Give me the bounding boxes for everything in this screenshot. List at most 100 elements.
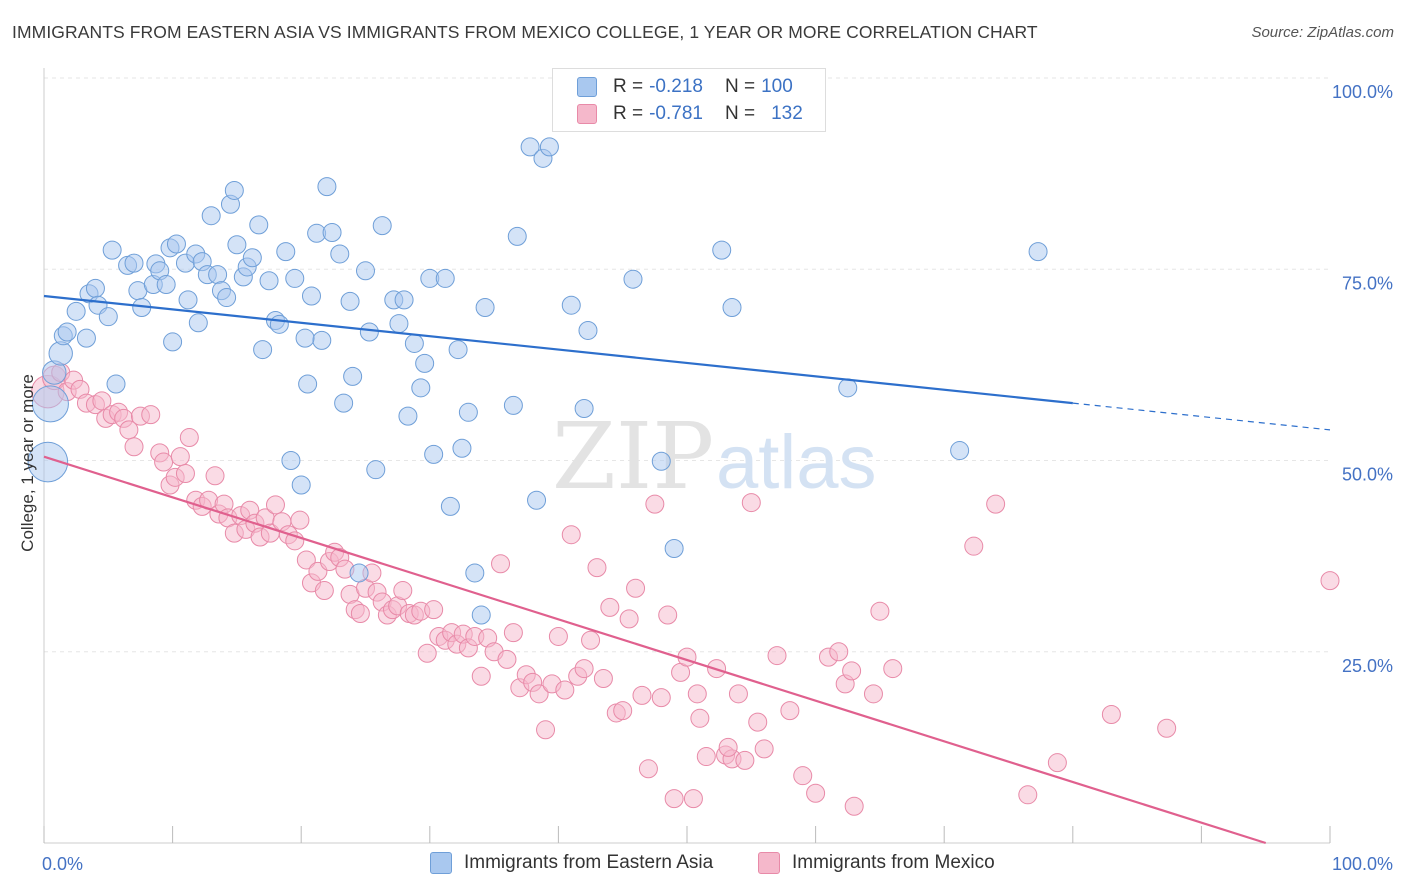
eastern-asia-point — [507, 226, 527, 246]
mexico-point — [529, 684, 549, 704]
mexico-point — [870, 601, 890, 621]
eastern-asia-point — [398, 406, 418, 426]
eastern-asia-point — [163, 332, 183, 352]
mexico-point — [555, 680, 575, 700]
eastern-asia-point — [76, 328, 96, 348]
eastern-asia-point — [448, 340, 468, 360]
eastern-asia-point — [411, 378, 431, 398]
trend-line-mexico — [43, 455, 1267, 845]
legend-item-eastern-asia[interactable]: Immigrants from Eastern Asia — [430, 852, 713, 874]
mexico-point — [842, 661, 862, 681]
eastern-asia-point — [1028, 242, 1048, 262]
watermark: ZIP atlas — [552, 403, 877, 510]
eastern-asia-point — [27, 441, 69, 483]
mexico-point — [767, 646, 787, 666]
eastern-asia-point — [201, 206, 221, 226]
eastern-asia-point — [623, 269, 643, 289]
eastern-asia-point — [322, 223, 342, 243]
eastern-asia-point — [424, 444, 444, 464]
eastern-asia-point — [98, 307, 118, 327]
mexico-point — [806, 783, 826, 803]
mexico-point — [645, 494, 665, 514]
eastern-asia-point — [259, 271, 279, 291]
mexico-point — [829, 642, 849, 662]
legend-label: Immigrants from Eastern Asia — [464, 852, 714, 873]
mexico-point — [754, 739, 774, 759]
mexico-point — [424, 600, 444, 620]
eastern-asia-point — [102, 240, 122, 260]
stats-row-mexico: R = -0.781 N = 132 — [577, 101, 803, 127]
eastern-asia-point — [349, 563, 369, 583]
eastern-asia-point — [458, 402, 478, 422]
eastern-asia-point — [253, 340, 273, 360]
y-tick-label: 75.0% — [1342, 273, 1393, 293]
eastern-asia-point — [85, 278, 105, 298]
eastern-asia-point — [520, 137, 540, 157]
legend-item-mexico[interactable]: Immigrants from Mexico — [758, 852, 995, 874]
eastern-asia-point — [578, 320, 598, 340]
r-label: R = — [613, 76, 644, 97]
series-mexico-points — [31, 363, 1340, 816]
mexico-point — [883, 659, 903, 679]
eastern-asia-point — [124, 253, 144, 273]
mexico-point — [986, 494, 1006, 514]
eastern-asia-point — [166, 234, 186, 254]
mexico-point — [632, 685, 652, 705]
mexico-point — [735, 750, 755, 770]
stats-row-eastern-asia: R = -0.218 N = 100 — [577, 74, 793, 100]
eastern-asia-point — [217, 288, 237, 308]
pink-swatch — [758, 852, 780, 874]
eastern-asia-point — [295, 328, 315, 348]
trend-line-eastern-asia-extension — [1072, 402, 1331, 431]
mexico-point — [290, 510, 310, 530]
eastern-asia-point — [452, 438, 472, 458]
eastern-asia-point — [291, 475, 311, 495]
eastern-asia-point — [66, 301, 86, 321]
eastern-asia-point — [475, 298, 495, 317]
watermark-zip: ZIP — [552, 403, 714, 510]
eastern-asia-point — [372, 216, 392, 236]
eastern-asia-point — [651, 451, 671, 471]
eastern-asia-point — [722, 298, 742, 317]
eastern-asia-point — [242, 248, 262, 268]
mexico-point — [1157, 718, 1177, 738]
mexico-point — [696, 747, 716, 767]
eastern-asia-point — [415, 353, 435, 373]
mexico-point — [393, 581, 413, 601]
eastern-asia-point — [188, 313, 208, 333]
eastern-asia-point — [285, 268, 305, 288]
eastern-asia-point — [269, 314, 289, 334]
watermark-atlas: atlas — [716, 420, 877, 505]
mexico-point — [491, 554, 511, 574]
eastern-asia-point — [435, 268, 455, 288]
mexico-point — [205, 466, 225, 486]
eastern-asia-point — [156, 275, 176, 295]
mexico-point — [265, 495, 285, 515]
mexico-point — [651, 688, 671, 708]
mexico-point — [124, 437, 144, 457]
n-value: 132 — [771, 103, 803, 124]
mexico-point — [561, 525, 581, 545]
eastern-asia-point — [389, 314, 409, 334]
chart-title: IMMIGRANTS FROM EASTERN ASIA VS IMMIGRAN… — [12, 22, 1038, 42]
mexico-point — [581, 630, 601, 650]
r-label: R = — [613, 103, 644, 124]
legend-label: Immigrants from Mexico — [792, 852, 995, 873]
y-axis-label: College, 1 year or more — [18, 374, 37, 552]
eastern-asia-point — [838, 378, 858, 398]
mexico-point — [863, 684, 883, 704]
eastern-asia-point — [48, 341, 73, 366]
eastern-asia-point — [317, 177, 337, 197]
mexico-point — [741, 493, 761, 513]
eastern-asia-point — [356, 261, 375, 281]
eastern-asia-point — [712, 240, 732, 260]
x-tick-label: 100.0% — [1332, 854, 1393, 874]
mexico-point — [683, 789, 703, 809]
series-legend: Immigrants from Eastern Asia Immigrants … — [0, 850, 1406, 880]
eastern-asia-point — [471, 605, 491, 625]
series-eastern-asia-points — [27, 137, 1048, 625]
mexico-point — [728, 684, 748, 704]
eastern-asia-point — [664, 538, 684, 558]
n-label: N = — [724, 103, 756, 124]
mexico-point — [587, 558, 607, 578]
